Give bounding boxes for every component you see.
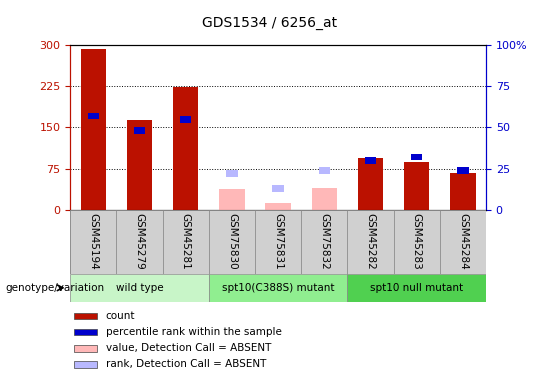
Text: GDS1534 / 6256_at: GDS1534 / 6256_at [202, 16, 338, 30]
Bar [87, 112, 99, 119]
Bar [265, 203, 291, 210]
Bar [440, 210, 486, 274]
Text: spt10 null mutant: spt10 null mutant [370, 283, 463, 293]
Bar [319, 167, 330, 174]
Bar [209, 210, 255, 274]
Bar [173, 87, 198, 210]
Bar [411, 154, 422, 160]
Bar [209, 274, 347, 302]
Bar [75, 361, 97, 368]
Bar [180, 116, 192, 123]
Text: GSM45283: GSM45283 [411, 213, 422, 269]
Text: GSM45282: GSM45282 [366, 213, 375, 269]
Bar [347, 274, 486, 302]
Text: GSM45284: GSM45284 [458, 213, 468, 269]
Bar [127, 120, 152, 210]
Bar [75, 312, 97, 319]
Bar [226, 170, 238, 177]
Bar [450, 172, 476, 210]
Text: GSM45194: GSM45194 [89, 213, 98, 269]
Text: percentile rank within the sample: percentile rank within the sample [105, 327, 281, 337]
Bar [358, 158, 383, 210]
Bar [75, 345, 97, 352]
Bar [255, 210, 301, 274]
Bar [364, 157, 376, 164]
Text: GSM45281: GSM45281 [181, 213, 191, 269]
Bar [347, 210, 394, 274]
Bar [394, 210, 440, 274]
Bar [80, 49, 106, 210]
Bar [117, 210, 163, 274]
Bar [312, 188, 337, 210]
Text: rank, Detection Call = ABSENT: rank, Detection Call = ABSENT [105, 360, 266, 369]
Bar [272, 185, 284, 192]
Bar [70, 210, 117, 274]
Text: value, Detection Call = ABSENT: value, Detection Call = ABSENT [105, 343, 271, 353]
Bar [163, 210, 209, 274]
Text: spt10(C388S) mutant: spt10(C388S) mutant [222, 283, 334, 293]
Bar [404, 162, 429, 210]
Bar [457, 167, 469, 174]
Text: GSM75832: GSM75832 [319, 213, 329, 269]
Bar [70, 274, 209, 302]
Bar [134, 128, 145, 134]
Text: GSM75831: GSM75831 [273, 213, 283, 269]
Text: GSM75830: GSM75830 [227, 213, 237, 269]
Bar [219, 189, 245, 210]
Text: count: count [105, 311, 135, 321]
Text: GSM45279: GSM45279 [134, 213, 145, 269]
Bar [301, 210, 347, 274]
Bar [75, 329, 97, 336]
Text: wild type: wild type [116, 283, 163, 293]
Text: genotype/variation: genotype/variation [5, 283, 105, 293]
